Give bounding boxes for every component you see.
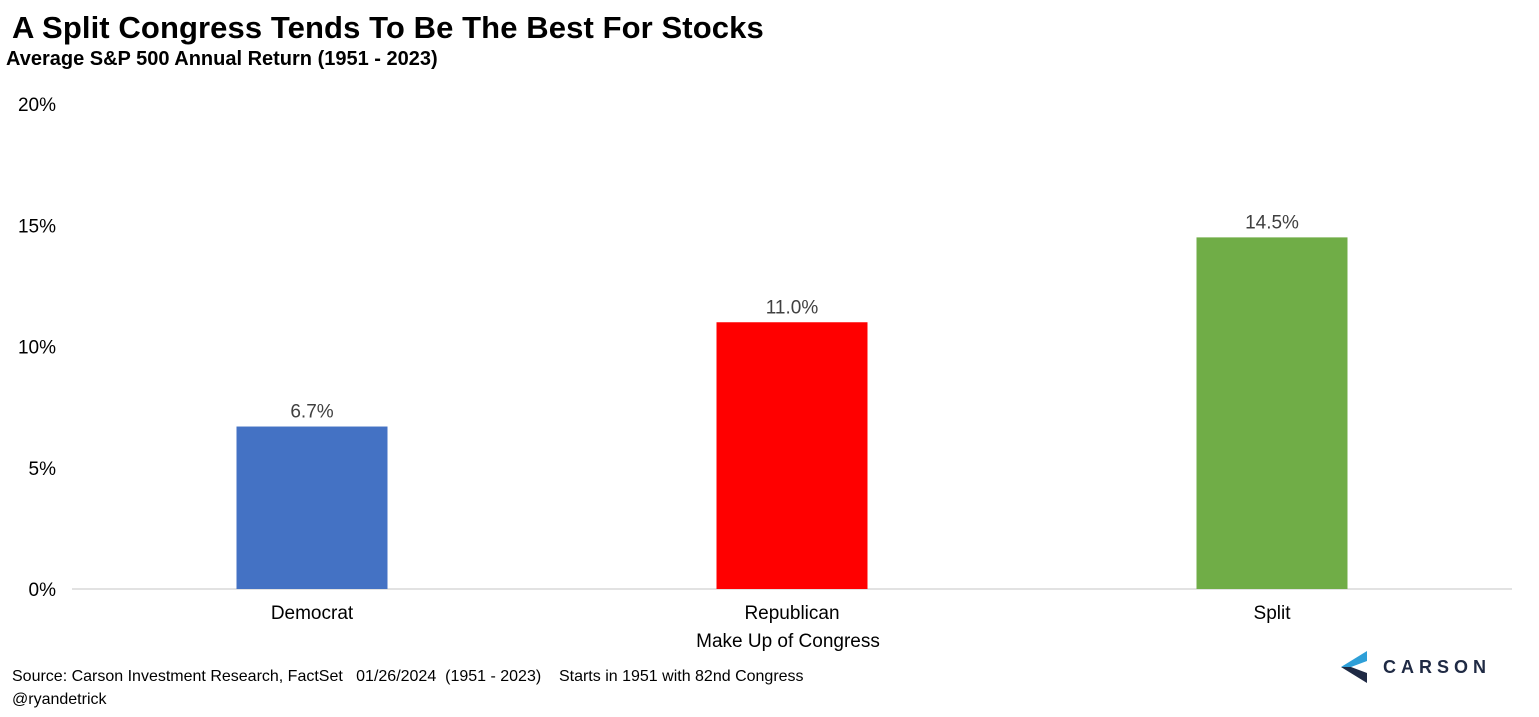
y-tick-label: 15% xyxy=(18,216,56,237)
carson-logo-icon xyxy=(1341,651,1367,683)
chart-subtitle: Average S&P 500 Annual Return (1951 - 20… xyxy=(6,48,438,70)
y-tick-label: 20% xyxy=(18,95,56,116)
bar-split xyxy=(1196,237,1348,589)
bar-democrat xyxy=(236,426,388,589)
carson-logo-text: CARSON xyxy=(1383,656,1492,677)
data-label: 6.7% xyxy=(290,402,333,423)
y-tick-label: 0% xyxy=(29,580,57,601)
author-handle: @ryandetrick xyxy=(12,691,107,708)
data-label: 14.5% xyxy=(1245,212,1299,233)
x-tick-label: Democrat xyxy=(271,603,354,624)
y-tick-label: 5% xyxy=(29,459,57,480)
source-note: Source: Carson Investment Research, Fact… xyxy=(12,668,804,685)
x-tick-label: Republican xyxy=(744,603,839,624)
x-axis-title: Make Up of Congress xyxy=(696,631,880,652)
carson-logo: CARSON xyxy=(1341,649,1491,685)
bar-republican xyxy=(716,322,868,589)
data-label: 11.0% xyxy=(766,297,819,318)
chart-title: A Split Congress Tends To Be The Best Fo… xyxy=(12,10,764,45)
y-tick-label: 10% xyxy=(18,338,56,359)
x-tick-label: Split xyxy=(1254,603,1292,624)
